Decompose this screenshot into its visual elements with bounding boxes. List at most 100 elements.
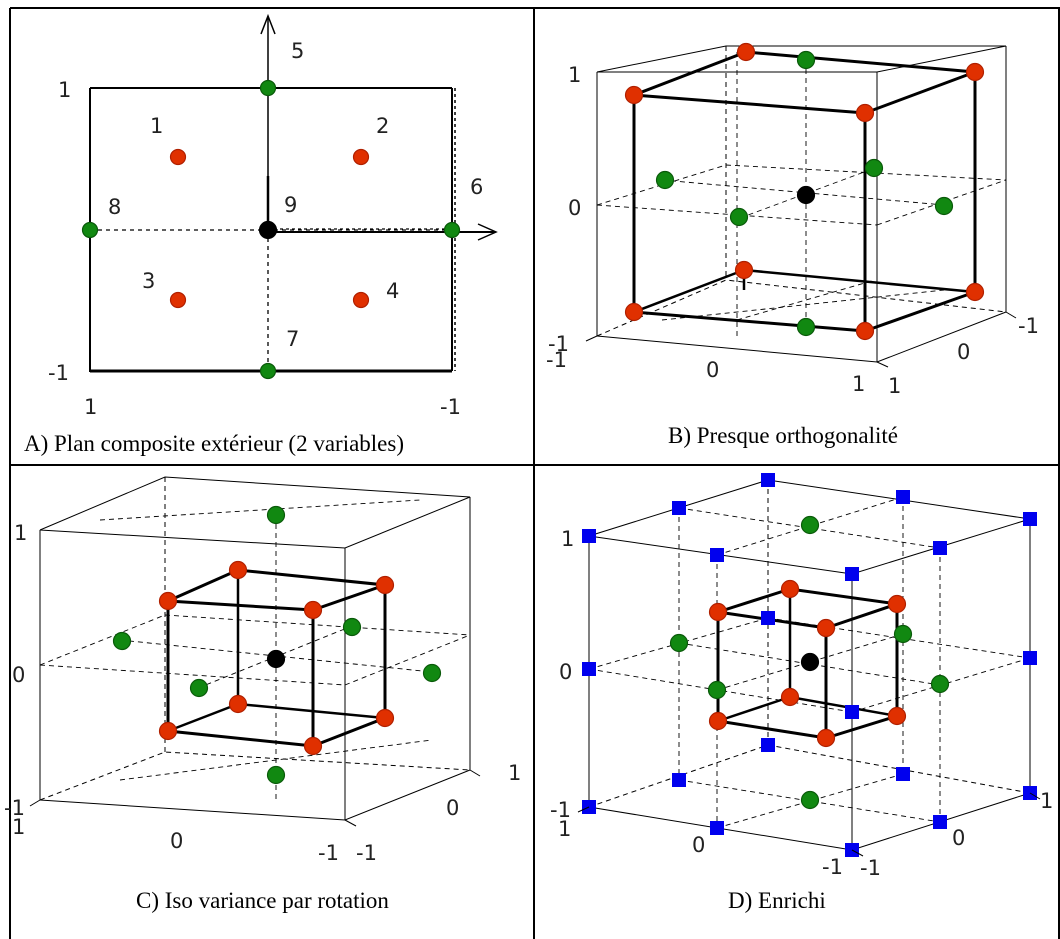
panel-a-label-9: 9 xyxy=(284,193,297,217)
panel-a-point-2 xyxy=(354,150,369,165)
panel-b-factorial-point xyxy=(626,304,643,321)
panel-d-extra-point xyxy=(761,611,775,625)
panel-d-points xyxy=(582,473,1037,857)
panel-c-factorial-point xyxy=(377,710,394,727)
panel-d-factorial-point xyxy=(710,713,727,730)
panel-b-factorial-point xyxy=(967,64,984,81)
panel-c-axial-point xyxy=(268,507,285,524)
panel-d-tick-v-mid: 0 xyxy=(559,660,572,684)
panel-a-label-4: 4 xyxy=(386,279,399,303)
panel-d-extra-point xyxy=(845,705,859,719)
panel-d-extra-point xyxy=(1023,512,1037,526)
panel-b-axial-point xyxy=(798,52,815,69)
panel-b-tick-front-mid: 0 xyxy=(706,358,719,382)
panel-d-center-point xyxy=(802,654,819,671)
panel-d-extra-point xyxy=(582,662,596,676)
panel-a-point-9 xyxy=(260,222,277,239)
panel-d-axial-point xyxy=(802,517,819,534)
panel-d-axial-point xyxy=(802,792,819,809)
panel-b-tick-v-mid: 0 xyxy=(568,196,581,220)
panel-d-extra-point xyxy=(845,567,859,581)
panel-d-factorial-point xyxy=(710,604,727,621)
panel-a-point-1 xyxy=(171,150,186,165)
panel-d-tick-v-top: 1 xyxy=(561,527,574,551)
panel-b-axial-point xyxy=(798,319,815,336)
panel-a: 1 -1 1 -1 1 2 3 4 5 6 7 8 9 A) Plan comp… xyxy=(24,16,496,456)
panel-d-factorial-point xyxy=(889,708,906,725)
panel-c-factorial-point xyxy=(305,738,322,755)
panel-c-factorial-point xyxy=(160,723,177,740)
panel-a-label-3: 3 xyxy=(142,269,155,293)
panel-c-factorial-point xyxy=(230,696,247,713)
panel-d-extra-point xyxy=(761,473,775,487)
panel-b-tick-side-far: -1 xyxy=(1018,314,1039,338)
panel-a-point-7 xyxy=(261,364,276,379)
panel-c-tick-front-mid: 0 xyxy=(170,829,183,853)
panel-d-extra-point xyxy=(672,773,686,787)
panel-b-factorial-point xyxy=(736,262,753,279)
panel-d-extra-point xyxy=(761,738,775,752)
panel-c-bounding-box xyxy=(40,477,470,820)
panel-b-tick-side-mid: 0 xyxy=(957,340,970,364)
panel-a-point-8 xyxy=(83,223,98,238)
panel-d-tick-front-left: 1 xyxy=(558,817,571,841)
panel-a-tick-x-right: -1 xyxy=(440,395,461,419)
panel-a-label-1: 1 xyxy=(150,114,163,138)
panel-b-factorial-point xyxy=(738,44,755,61)
panel-b-axial-point xyxy=(731,209,748,226)
panel-d-factorial-point xyxy=(889,596,906,613)
panel-c-tick-marks xyxy=(30,770,480,826)
panel-c-tick-front-left: 1 xyxy=(12,815,25,839)
panel-d-axial-point xyxy=(895,626,912,643)
panel-a-point-3 xyxy=(171,293,186,308)
panel-c-factorial-point xyxy=(230,562,247,579)
panel-b-caption: B) Presque orthogonalité xyxy=(668,423,898,448)
panel-b-tick-front-right: 1 xyxy=(852,372,865,396)
panel-a-label-7: 7 xyxy=(286,327,299,351)
panel-d: 1 0 -1 1 0 -1 -1 0 1 D) Enrichi xyxy=(550,473,1053,913)
panel-d-extra-point xyxy=(582,529,596,543)
panel-b-factorial-point xyxy=(857,105,874,122)
panel-d-axial-point xyxy=(709,682,726,699)
panel-c-factorial-point xyxy=(160,593,177,610)
panel-a-point-4 xyxy=(354,293,369,308)
panel-d-extra-point xyxy=(672,501,686,515)
panel-a-tick-x-left: 1 xyxy=(84,395,97,419)
panel-d-axial-point xyxy=(671,635,688,652)
panel-d-extra-point xyxy=(933,815,947,829)
panel-a-label-6: 6 xyxy=(470,175,483,199)
panel-d-factorial-point xyxy=(818,730,835,747)
panel-c-factorial-point xyxy=(305,602,322,619)
panel-c-axial-point xyxy=(424,665,441,682)
panel-d-extra-point xyxy=(896,490,910,504)
panel-a-label-5: 5 xyxy=(291,39,304,63)
panel-c-axial-point xyxy=(344,619,361,636)
panel-c-tick-side-near: -1 xyxy=(356,841,377,865)
panel-a-label-2: 2 xyxy=(376,114,389,138)
panel-a-tick-y-top: 1 xyxy=(58,78,71,102)
panel-b-factorial-point xyxy=(857,323,874,340)
panel-c-caption: C) Iso variance par rotation xyxy=(136,888,389,913)
panel-a-caption: A) Plan composite extérieur (2 variables… xyxy=(24,431,404,456)
panel-c-axial-point xyxy=(191,680,208,697)
panel-d-factorial-point xyxy=(818,620,835,637)
panel-b-axial-point xyxy=(657,172,674,189)
panel-b-tick-front-left: -1 xyxy=(546,348,567,372)
panel-c-tick-v-mid: 0 xyxy=(12,663,25,687)
panel-d-extra-point xyxy=(1023,651,1037,665)
panel-d-tick-side-mid: 0 xyxy=(952,826,965,850)
panel-d-tick-front-mid: 0 xyxy=(692,833,705,857)
panel-d-factorial-point xyxy=(782,581,799,598)
panel-b-axial-point xyxy=(936,198,953,215)
panel-b-factorial-point xyxy=(626,87,643,104)
panel-b-tick-v-top: 1 xyxy=(568,63,581,87)
figure-grid-lines xyxy=(10,8,1060,939)
panel-d-tick-side-near: -1 xyxy=(860,856,881,880)
panel-b-center-point xyxy=(798,187,815,204)
panel-d-axial-point xyxy=(932,676,949,693)
panel-c-center-point xyxy=(268,651,285,668)
panel-d-extra-point xyxy=(710,548,724,562)
panel-d-caption: D) Enrichi xyxy=(728,888,826,913)
panel-d-extra-point xyxy=(896,767,910,781)
